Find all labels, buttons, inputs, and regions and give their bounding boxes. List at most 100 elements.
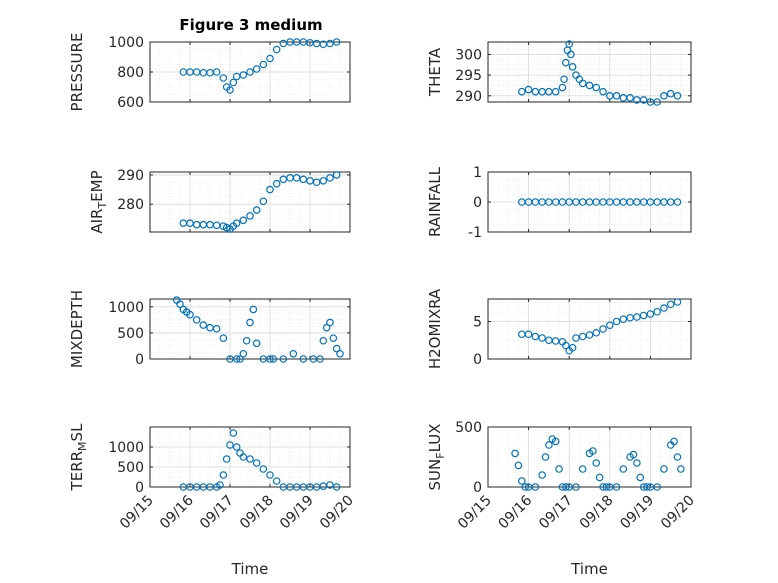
data-point <box>269 355 278 363</box>
y-tick-label: 280 <box>117 197 144 213</box>
y-tick-label: 295 <box>455 68 482 84</box>
data-point <box>545 441 553 449</box>
x-tick-label: 09/18 <box>577 493 617 533</box>
data-point <box>266 54 274 63</box>
data-point <box>673 91 682 100</box>
data-point <box>531 483 540 491</box>
data-point <box>246 68 254 76</box>
data-point <box>518 477 526 485</box>
data-point <box>232 219 241 228</box>
axes-frame <box>149 171 351 233</box>
axes-frame <box>487 426 692 488</box>
data-point <box>585 331 594 339</box>
data-point <box>246 318 254 327</box>
data-point <box>332 171 341 179</box>
data-point <box>562 341 570 350</box>
y-axis-label: H2OMIXRA <box>426 288 444 369</box>
data-point <box>666 300 675 309</box>
y-tick-label: 800 <box>117 65 144 81</box>
data-point <box>272 179 281 188</box>
data-point <box>322 323 331 332</box>
data-point <box>518 87 526 96</box>
data-point <box>524 85 533 94</box>
data-point <box>299 355 308 363</box>
data-point <box>541 453 550 461</box>
data-point <box>585 81 594 90</box>
data-point <box>636 473 645 482</box>
data-point <box>521 483 530 491</box>
data-point <box>592 83 601 92</box>
data-point <box>599 325 607 333</box>
subplot-mixdepth: 0 500 1000 MIXDEPTH <box>68 290 351 368</box>
data-point <box>538 471 546 479</box>
data-point <box>266 471 274 479</box>
subplot-terr-msl: 0 500 1000 TERRMSL 09/15 09/16 09/17 09/18 09/19… <box>68 423 357 578</box>
data-point <box>633 459 641 467</box>
data-point <box>511 449 519 458</box>
data-point <box>660 91 668 100</box>
data-point <box>329 334 338 342</box>
data-point <box>595 473 604 482</box>
data-point <box>242 336 251 345</box>
data-point <box>592 459 601 467</box>
y-axis-label: SUNFLUX <box>426 424 447 491</box>
data-point <box>602 483 611 491</box>
data-point <box>259 197 268 206</box>
data-point <box>226 86 234 94</box>
data-point <box>639 96 648 104</box>
data-point <box>578 79 587 88</box>
data-point <box>551 87 560 96</box>
data-point <box>239 453 248 461</box>
data-point <box>252 339 261 348</box>
data-point <box>629 450 638 459</box>
y-tick-label: 300 <box>455 47 482 63</box>
y-tick-label: 0 <box>135 480 144 496</box>
data-point <box>578 465 587 473</box>
y-tick-label: 0 <box>473 195 482 211</box>
data-point <box>272 45 281 54</box>
x-tick-label: 09/15 <box>455 493 495 533</box>
data-point <box>562 483 570 491</box>
y-tick-label: 0 <box>473 480 482 496</box>
y-axis-label: MIXDEPTH <box>68 290 86 368</box>
data-point <box>246 212 254 220</box>
y-tick-label: 290 <box>455 89 482 105</box>
data-point <box>319 176 328 185</box>
data-point <box>612 91 621 100</box>
data-point <box>673 453 682 461</box>
data-point <box>326 318 334 327</box>
y-tick-label: 290 <box>117 168 144 184</box>
subplot-air-temp: 280 290 AIRTEMP <box>88 168 351 234</box>
data-point <box>612 317 621 326</box>
data-point <box>599 87 607 96</box>
data-point <box>279 355 288 363</box>
y-tick-label: 500 <box>117 460 144 476</box>
data-point <box>558 83 567 92</box>
data-point <box>619 465 628 473</box>
data-point <box>612 483 621 491</box>
data-point <box>266 185 274 194</box>
data-point <box>219 334 228 342</box>
data-point <box>232 443 241 451</box>
data-point <box>568 343 577 352</box>
x-tick-label: 09/16 <box>496 492 536 532</box>
data-point <box>266 355 274 363</box>
data-point <box>572 483 580 491</box>
data-point <box>653 98 661 106</box>
data-point <box>332 483 341 491</box>
data-point <box>619 315 628 324</box>
data-point <box>626 94 634 102</box>
y-tick-label: 1000 <box>108 300 144 316</box>
y-tick-label: 500 <box>117 326 144 342</box>
data-point <box>524 330 533 339</box>
figure-title: Figure 3 medium <box>179 16 322 34</box>
data-point <box>538 334 546 342</box>
data-point <box>229 78 238 87</box>
x-axis-label: Time <box>570 560 608 578</box>
data-point <box>212 324 221 333</box>
data-point <box>239 349 248 358</box>
axes-frame <box>487 41 692 103</box>
data-point <box>336 349 344 358</box>
data-point <box>560 75 568 84</box>
